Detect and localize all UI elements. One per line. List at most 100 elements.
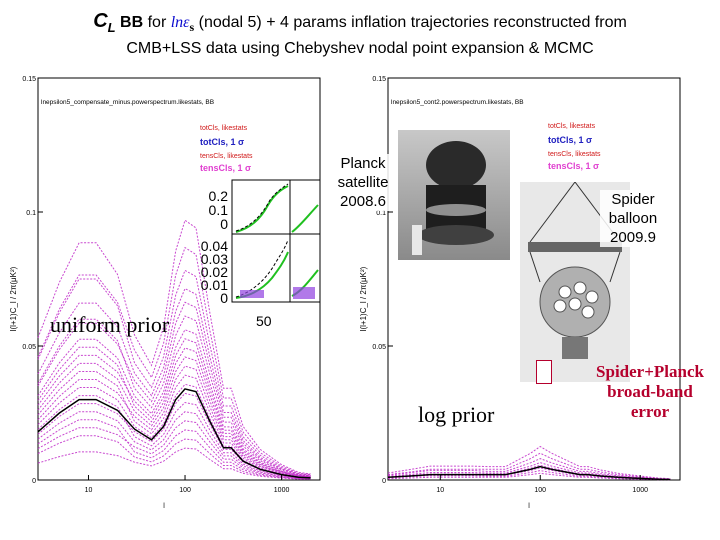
y-tick-label: 0.1 (26, 210, 36, 217)
cl-symbol: CL (93, 10, 116, 35)
trajectory-line (387, 462, 671, 480)
trajectory-line (37, 411, 311, 479)
planck-label: Planck satellite 2008.6 (330, 154, 396, 211)
chart-title-line-2: CMB+LSS data using Chebyshev nodal point… (126, 40, 594, 57)
trajectory-line (37, 315, 311, 477)
trajectory-line (37, 365, 311, 478)
inset-purple-block-2 (240, 290, 264, 298)
chart-title-line-1: CL BB for lnεs (nodal 5) + 4 params infl… (0, 10, 720, 35)
inset-tick-label: 0.01 (200, 277, 228, 293)
trajectory-line (387, 452, 671, 480)
inset-tick-label: 0.2 (208, 188, 228, 204)
trajectory-line (387, 470, 671, 481)
bb-label: BB (120, 14, 144, 31)
inset-x-tick-label: 50 (256, 313, 272, 329)
trajectory-line (37, 420, 311, 480)
y-tick-label: 0.15 (372, 76, 386, 83)
trajectory-line (37, 346, 311, 478)
x-tick-label: 10 (436, 487, 444, 494)
trajectory-line (37, 287, 311, 476)
planck-label-line: satellite (337, 174, 389, 191)
inset-dashed-curve-2 (235, 239, 289, 298)
x-tick-label: 100 (179, 487, 191, 494)
legend-entry: totCls, likestats (548, 123, 596, 130)
x-tick-label: 100 (534, 487, 546, 494)
mean-line (37, 388, 311, 479)
inset-tick-label: 0.02 (200, 264, 228, 280)
trajectory-line (37, 269, 311, 476)
legend-entry: totCls, likestats (200, 125, 248, 132)
panel-title: lnepsilon5_cont2.powerspectrum.likestats… (391, 99, 524, 106)
x-tick-label: 1000 (274, 487, 290, 494)
legend-entry: totCls, 1 σ (548, 135, 592, 145)
x-axis-label: l (163, 503, 165, 510)
log-prior-label: log prior (418, 402, 495, 427)
inset-dashed-curve (235, 183, 289, 232)
spider-label-line: 2009.9 (610, 229, 656, 246)
inset-tick-label: 0 (220, 216, 228, 232)
legend-entry: tensCls, likestats (548, 151, 601, 158)
left-mean-curve (37, 388, 311, 479)
inset-green-curve-2 (291, 204, 319, 233)
right-legend: totCls, likestats totCls, 1 σ tensCls, l… (548, 123, 601, 171)
mean-line (387, 465, 671, 481)
y-axis-label: l(l+1)C_l / 2π(μK²) (359, 266, 368, 331)
right-mean-curve (387, 465, 671, 481)
spider-label-line: balloon (608, 210, 658, 227)
spider-label: Spider balloon 2009.9 (600, 190, 666, 247)
x-tick-label: 10 (85, 487, 93, 494)
trajectory-line (387, 445, 671, 480)
spider-planck-label: Spider+Planck broad-band error (580, 362, 720, 422)
planck-label-line: 2008.6 (340, 193, 386, 210)
y-tick-label: 0.05 (372, 344, 386, 351)
y-tick-label: 0.05 (22, 344, 36, 351)
legend-entry: tensCls, 1 σ (548, 161, 599, 171)
combo-label-line: Spider+Planck (596, 362, 704, 381)
inset-tick-label: 0.1 (208, 202, 228, 218)
trajectory-line (37, 301, 311, 477)
combo-label-line: broad-band (607, 382, 693, 401)
left-legend: totCls, likestats totCls, 1 σ tensCls, l… (200, 125, 253, 173)
placeholder-glyph-icon (536, 360, 552, 384)
y-tick-label: 0 (32, 478, 36, 485)
inset-tick-label: 0 (220, 290, 228, 306)
y-tick-label: 0.15 (22, 76, 36, 83)
legend-entry: tensCls, likestats (200, 153, 253, 160)
panel-title: lnepsilon5_compensate_minus.powerspectru… (41, 99, 214, 106)
inset-frame (231, 179, 321, 303)
trajectory-line (37, 435, 311, 480)
trajectory-line (37, 419, 311, 480)
y-axis-label: l(l+1)C_l / 2π(μK²) (9, 266, 18, 331)
x-tick-label: 1000 (632, 487, 648, 494)
planck-label-line: Planck (340, 155, 386, 172)
left-trajectories (37, 219, 311, 480)
trajectory-line (37, 338, 311, 478)
inset-purple-block (293, 287, 315, 299)
spider-label-line: Spider (611, 191, 655, 208)
trajectory-line (37, 371, 311, 478)
inset-plot (231, 179, 321, 303)
inset-tick-label: 0.04 (200, 238, 228, 254)
trajectory-line (37, 246, 311, 475)
legend-entry: totCls, 1 σ (200, 137, 244, 147)
y-tick-label: 0.1 (376, 210, 386, 217)
trajectory-line (37, 395, 311, 479)
y-tick-label: 0 (382, 478, 386, 485)
trajectory-line (37, 356, 311, 478)
trajectory-line (37, 392, 311, 479)
trajectory-line (37, 447, 311, 480)
trajectory-line (387, 458, 671, 480)
ln-epsilon-symbol: lnεs (170, 14, 195, 35)
title-rest: (nodal 5) + 4 params inflation trajector… (198, 14, 627, 31)
planck-satellite-photo (398, 130, 510, 260)
legend-entry: tensCls, 1 σ (200, 163, 251, 173)
trajectory-line (37, 329, 311, 477)
combo-label-line: error (630, 402, 670, 421)
inset-tick-label: 0.03 (200, 251, 228, 267)
right-panel-frame (387, 77, 681, 481)
trajectory-line (37, 219, 311, 475)
plot-frame (387, 77, 681, 481)
x-axis-label: l (528, 503, 530, 510)
